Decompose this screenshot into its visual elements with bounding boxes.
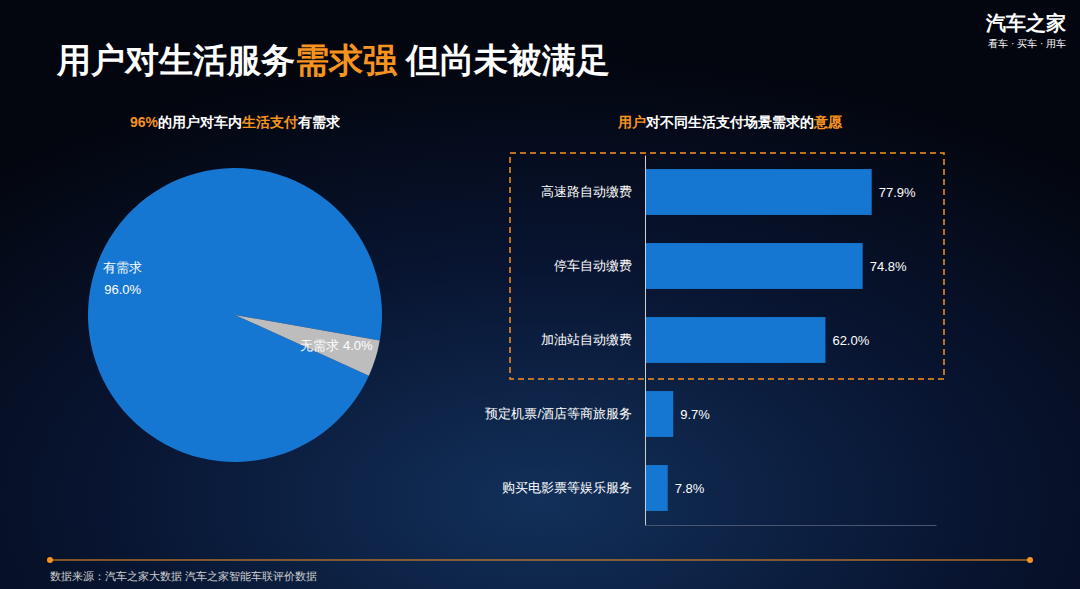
footer-dot bbox=[1027, 557, 1033, 563]
chart-title: 96%的用户对车内生活支付有需求 bbox=[130, 114, 341, 130]
bar bbox=[645, 243, 863, 289]
pie-label-small: 无需求 4.0% bbox=[300, 338, 373, 353]
pie-slice bbox=[88, 168, 382, 462]
chart-title-part: 生活支付 bbox=[241, 114, 298, 130]
source: 数据来源：汽车之家大数据 汽车之家智能车联评价数据 bbox=[50, 570, 317, 582]
logo-name: 汽车之家 bbox=[985, 12, 1066, 34]
slide: 用户对生活服务需求强 但尚未被满足 汽车之家看车 · 买车 · 用车 96%的用户对… bbox=[0, 0, 1080, 589]
axis-line bbox=[646, 525, 937, 526]
data-label: 62.0% bbox=[832, 333, 869, 348]
pie-slice bbox=[235, 315, 380, 376]
slide-title-part: 用户对生活服务 bbox=[56, 41, 295, 79]
logo-slogan: 看车 · 买车 · 用车 bbox=[988, 38, 1066, 49]
slide-title: 用户对生活服务需求强 但尚未被满足 bbox=[56, 41, 610, 79]
y-tick-label: 高速路自动缴费 bbox=[541, 184, 632, 199]
y-tick-label: 停车自动缴费 bbox=[554, 258, 632, 273]
bar bbox=[645, 317, 825, 363]
y-tick: 加油站自动缴费 bbox=[541, 332, 645, 347]
bars bbox=[645, 169, 872, 511]
pie-value-label: 96.0% bbox=[104, 282, 141, 297]
x-axis bbox=[646, 525, 937, 526]
pie: 有需求 96.0% 无需求 4.0% bbox=[88, 168, 382, 462]
chart-title-part: 对不同生活支付场景需求的 bbox=[645, 114, 814, 130]
chart-title-part: 96% bbox=[130, 114, 159, 130]
data-label: 77.9% bbox=[879, 185, 916, 200]
y-tick: 高速路自动缴费 bbox=[541, 184, 645, 199]
slide-title-part: 需求强 bbox=[295, 41, 398, 79]
y-tick: 停车自动缴费 bbox=[554, 258, 645, 273]
chart-title: 用户对不同生活支付场景需求的意愿 bbox=[617, 114, 843, 130]
y-tick-label: 预定机票/酒店等商旅服务 bbox=[485, 406, 632, 421]
y-tick-label: 加油站自动缴费 bbox=[541, 332, 632, 347]
data-label: 74.8% bbox=[870, 259, 907, 274]
data-label: 7.8% bbox=[675, 481, 705, 496]
footer-dot bbox=[47, 557, 53, 563]
pie-label: 无需求 bbox=[300, 338, 339, 353]
data-labels: 77.9% 74.8% 62.0% 9.7% 7.8% bbox=[675, 185, 916, 496]
y-tick-label: 购买电影票等娱乐服务 bbox=[502, 480, 632, 495]
y-tick: 预定机票/酒店等商旅服务 bbox=[485, 406, 645, 421]
slide-title-part: 但尚未被满足 bbox=[397, 41, 610, 79]
chart-title-part: 用户 bbox=[617, 114, 646, 130]
axis-line bbox=[645, 156, 646, 526]
y-tick: 购买电影票等娱乐服务 bbox=[502, 480, 645, 495]
background bbox=[0, 0, 1080, 589]
chart-title-part: 意愿 bbox=[813, 114, 843, 130]
chart-title-part: 的用户对车内 bbox=[158, 114, 242, 130]
highlight-box bbox=[510, 153, 944, 379]
bar bbox=[645, 465, 668, 511]
chart-title-part: 有需求 bbox=[297, 114, 341, 130]
y-axis: 高速路自动缴费停车自动缴费加油站自动缴费预定机票/酒店等商旅服务购买电影票等娱乐… bbox=[485, 156, 645, 526]
bar bbox=[645, 169, 872, 215]
pie-label: 有需求 bbox=[103, 260, 142, 275]
footer-line bbox=[50, 559, 1030, 560]
data-label: 9.7% bbox=[680, 407, 710, 422]
pie-value-label: 4.0% bbox=[343, 338, 373, 353]
bar bbox=[645, 391, 673, 437]
